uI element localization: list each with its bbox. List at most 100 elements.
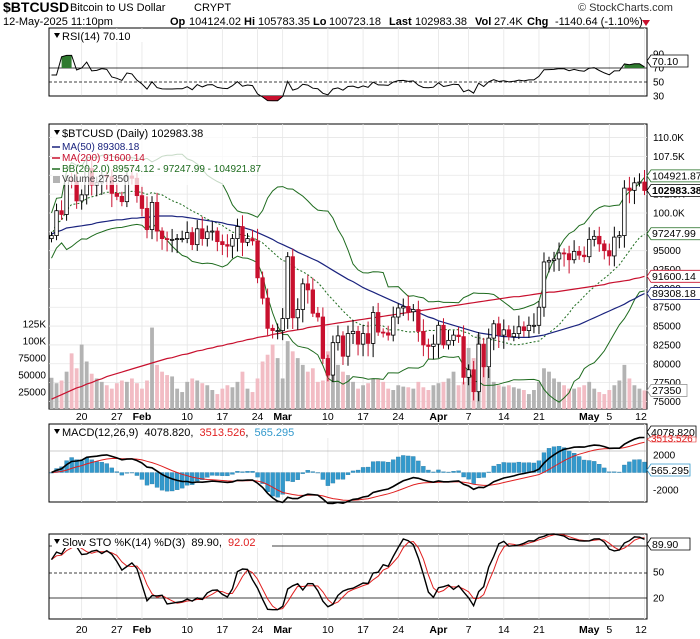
candle-body bbox=[456, 334, 461, 338]
legend-volume: Volume 27,350 bbox=[62, 174, 129, 185]
x-axis-label: 17 bbox=[217, 411, 229, 423]
volume-bar bbox=[351, 381, 355, 409]
candle-body bbox=[119, 195, 125, 203]
candle-body bbox=[416, 309, 421, 332]
x-axis-label: 7 bbox=[466, 411, 472, 423]
macd-hist-bar bbox=[446, 471, 451, 473]
candle-body bbox=[280, 318, 285, 331]
macd-hist-bar bbox=[195, 472, 200, 482]
price-tick-label: 75000 bbox=[653, 397, 681, 408]
macd-label-macd: 4078.820 bbox=[144, 427, 190, 439]
rsi-tick-label: 30 bbox=[653, 92, 665, 103]
candle-body bbox=[54, 210, 59, 236]
candle-body bbox=[255, 240, 260, 279]
legend-ma200: MA(200) 91600.14 bbox=[62, 153, 145, 164]
volume-bar bbox=[230, 387, 235, 409]
hist-tag-text: 565.295 bbox=[651, 465, 689, 477]
candle-body bbox=[401, 306, 406, 309]
volume-bar bbox=[567, 388, 572, 409]
x-axis-label: May bbox=[579, 411, 600, 423]
macd-tick-label: 2000 bbox=[653, 451, 676, 462]
x-axis-label: Feb bbox=[133, 624, 152, 636]
volume-bar bbox=[240, 371, 245, 409]
macd-hist-bar bbox=[315, 472, 321, 474]
volume-bar bbox=[165, 375, 170, 409]
candle-body bbox=[210, 230, 215, 233]
volume-bar bbox=[114, 383, 119, 409]
candle-body bbox=[260, 277, 265, 299]
volume-bar bbox=[521, 390, 526, 409]
volume-tick-label: 100K bbox=[23, 337, 47, 348]
x-axis-label: 10 bbox=[181, 411, 193, 423]
candle-body bbox=[230, 238, 235, 247]
macd-hist-bar bbox=[325, 472, 331, 486]
volume-tag-shape bbox=[646, 384, 688, 397]
chart-header: $BTCUSD Bitcoin to US Dollar CRYPT © Sto… bbox=[3, 0, 673, 28]
sto-label-bg bbox=[52, 536, 272, 548]
volume-bar bbox=[135, 383, 139, 409]
volume-bar bbox=[245, 388, 250, 409]
candle-body bbox=[114, 192, 119, 197]
legend-triangle-icon bbox=[54, 429, 60, 434]
macd-hist-bar bbox=[491, 465, 496, 473]
candle-body bbox=[582, 254, 587, 258]
volume-bar bbox=[446, 378, 451, 409]
volume-bar bbox=[637, 388, 642, 409]
volume-bar bbox=[155, 364, 159, 409]
volume-bar bbox=[215, 394, 220, 409]
candle-body bbox=[49, 235, 54, 240]
volume-bar bbox=[607, 390, 612, 409]
macd-hist-bar bbox=[69, 457, 74, 473]
macd-panel: MACD(12,26,9) 4078.820, 3513.526, 565.29… bbox=[49, 425, 697, 505]
volume-bar bbox=[587, 381, 592, 409]
candle-body bbox=[622, 187, 627, 236]
volume-bar bbox=[366, 383, 371, 409]
volume-bar bbox=[511, 387, 516, 409]
legend-triangle-icon bbox=[54, 130, 60, 135]
macd-hist-bar bbox=[506, 462, 511, 473]
macd-hist-bar bbox=[250, 471, 255, 473]
macd-hist-bar bbox=[486, 471, 491, 473]
candle-body bbox=[245, 238, 250, 243]
candle-body bbox=[577, 251, 582, 256]
candle-body bbox=[154, 202, 160, 232]
macd-hist-bar bbox=[255, 472, 260, 478]
candle-body bbox=[195, 228, 200, 246]
x-axis-label: 7 bbox=[466, 624, 472, 636]
candle-body bbox=[335, 335, 341, 344]
volume-bar bbox=[280, 378, 285, 409]
sto-tag-text: 89.90 bbox=[652, 539, 678, 551]
candle-body bbox=[285, 256, 290, 319]
macd-hist-bar bbox=[496, 464, 501, 473]
candle-body bbox=[526, 324, 532, 331]
ma50-tag: 89308.18 bbox=[652, 288, 696, 300]
macd-hist-bar bbox=[637, 459, 642, 473]
candle-body bbox=[295, 309, 300, 319]
macd-hist-bar bbox=[642, 461, 647, 473]
volume-bar bbox=[305, 371, 310, 409]
volume-bar bbox=[99, 381, 104, 409]
volume-bar bbox=[506, 385, 511, 409]
x-axis-label: 21 bbox=[533, 411, 545, 423]
sto-label-k: 89.90 bbox=[191, 537, 219, 549]
candle-body bbox=[174, 238, 180, 241]
volume-bar bbox=[64, 371, 69, 409]
candle-body bbox=[386, 332, 391, 336]
volume-tick-label: 50000 bbox=[18, 371, 46, 382]
open-value: 104124.02 bbox=[189, 16, 241, 28]
candle-body bbox=[360, 333, 366, 345]
candle-body bbox=[310, 289, 315, 314]
volume-bar bbox=[597, 392, 602, 409]
candle-body bbox=[612, 236, 617, 257]
macd-hist-bar bbox=[134, 472, 140, 476]
volume-bar bbox=[255, 378, 260, 409]
candle-body bbox=[305, 283, 310, 291]
volume-value: 27.4K bbox=[494, 16, 523, 28]
macd-hist-bar bbox=[225, 472, 230, 477]
macd-hist-bar bbox=[89, 459, 94, 473]
volume-y-axis: 125K 100K 75000 50000 25000 bbox=[18, 320, 46, 399]
candle-body bbox=[602, 243, 607, 252]
volume-bar bbox=[612, 385, 617, 409]
volume-bar bbox=[426, 390, 431, 409]
macd-hist-bar bbox=[516, 461, 522, 473]
